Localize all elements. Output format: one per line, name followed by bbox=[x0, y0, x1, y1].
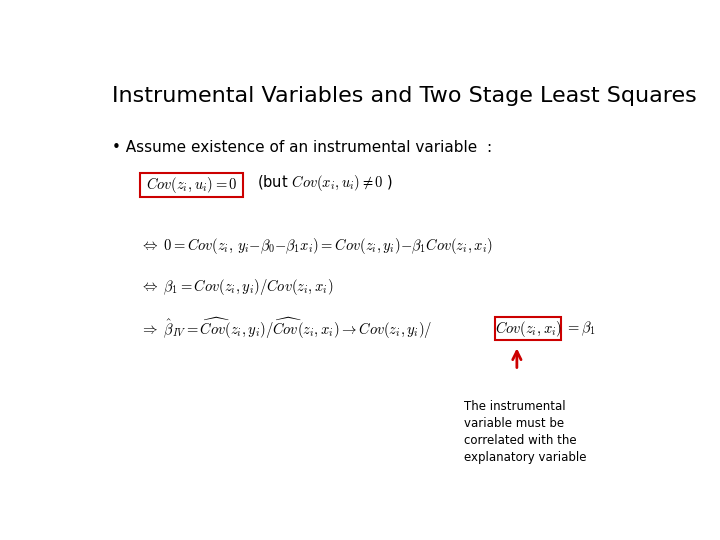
Text: $Cov(z_i, x_i)$: $Cov(z_i, x_i)$ bbox=[495, 319, 562, 339]
Text: The instrumental
variable must be
correlated with the
explanatory variable: The instrumental variable must be correl… bbox=[464, 400, 586, 463]
Text: $\Leftrightarrow\; \beta_1 = Cov(z_i, y_i)/Cov(z_i, x_i)$: $\Leftrightarrow\; \beta_1 = Cov(z_i, y_… bbox=[140, 277, 334, 297]
Text: $Cov(z_i, u_i) = 0$: $Cov(z_i, u_i) = 0$ bbox=[146, 176, 238, 195]
Text: $\Rightarrow\; \hat{\beta}_{IV} = \widehat{Cov}(z_i, y_i)/\widehat{Cov}(z_i, x_i: $\Rightarrow\; \hat{\beta}_{IV} = \wideh… bbox=[140, 316, 433, 341]
Text: Instrumental Variables and Two Stage Least Squares: Instrumental Variables and Two Stage Lea… bbox=[112, 85, 697, 106]
Text: • Assume existence of an instrumental variable  :: • Assume existence of an instrumental va… bbox=[112, 140, 492, 154]
Text: $= \beta_1$: $= \beta_1$ bbox=[565, 320, 596, 338]
Text: (but $Cov(x_i, u_i) \neq 0$ ): (but $Cov(x_i, u_i) \neq 0$ ) bbox=[258, 173, 394, 193]
Text: $\Leftrightarrow\; 0 = Cov(z_i,\, y_i{-}\beta_0{-}\beta_1 x_i) = Cov(z_i, y_i){-: $\Leftrightarrow\; 0 = Cov(z_i,\, y_i{-}… bbox=[140, 235, 493, 255]
